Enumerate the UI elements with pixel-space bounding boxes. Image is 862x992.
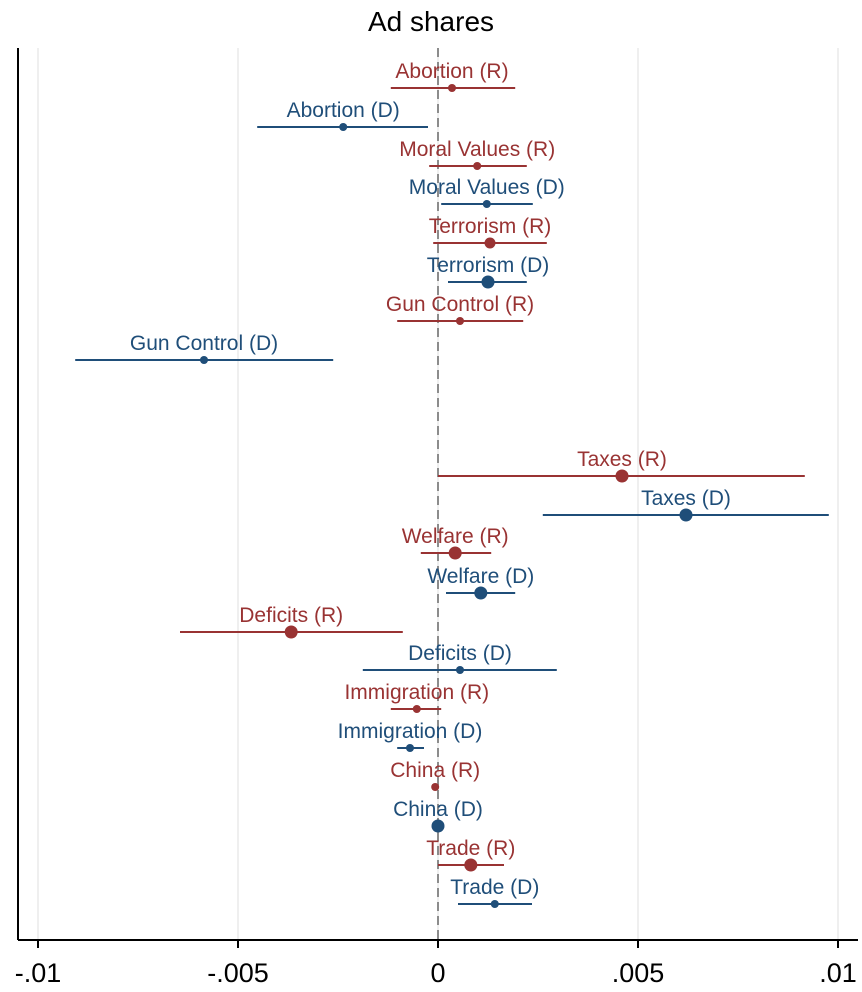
- point-label: Trade (R): [426, 837, 515, 860]
- point-label: Moral Values (R): [399, 138, 555, 161]
- point-marker: [464, 858, 478, 872]
- point-label: Immigration (D): [338, 720, 483, 743]
- chart-title: Ad shares: [367, 6, 495, 37]
- point-label: Terrorism (D): [427, 254, 549, 277]
- point-label: Terrorism (R): [429, 215, 551, 238]
- point-label: Trade (D): [450, 876, 539, 899]
- point-label: Deficits (D): [408, 642, 512, 665]
- point-marker: [615, 469, 629, 483]
- x-tick-label: .005: [612, 958, 665, 988]
- x-tick-label: -.01: [15, 958, 62, 988]
- point-label: Welfare (D): [427, 565, 534, 588]
- x-tick-label: .01: [819, 958, 857, 988]
- point-label: Deficits (R): [239, 604, 343, 627]
- point-marker: [484, 237, 496, 249]
- point-marker: [412, 705, 421, 713]
- x-tick-label: 0: [430, 958, 445, 988]
- point-marker: [490, 900, 499, 908]
- point-label: Abortion (D): [287, 99, 400, 122]
- point-label: China (D): [393, 798, 483, 821]
- point-marker: [339, 123, 348, 131]
- point-label: Gun Control (D): [130, 332, 278, 355]
- point-marker: [406, 744, 414, 752]
- x-tick-label: -.005: [207, 958, 269, 988]
- point-label: Gun Control (R): [386, 293, 534, 316]
- point-label: Moral Values (D): [409, 176, 565, 199]
- point-marker: [431, 819, 445, 833]
- point-marker: [482, 200, 491, 208]
- point-label: China (R): [390, 759, 480, 782]
- point-label: Abortion (R): [395, 60, 508, 83]
- point-marker: [448, 546, 462, 560]
- point-marker: [481, 275, 495, 289]
- point-label: Taxes (R): [577, 448, 667, 471]
- point-marker: [448, 84, 456, 92]
- point-marker: [456, 317, 464, 325]
- point-label: Welfare (R): [402, 525, 509, 548]
- point-marker: [473, 162, 482, 170]
- point-label: Immigration (R): [344, 681, 489, 704]
- point-marker: [679, 508, 693, 522]
- point-marker: [284, 625, 298, 639]
- point-marker: [200, 356, 208, 364]
- point-marker: [431, 783, 440, 791]
- point-marker: [474, 586, 488, 600]
- point-marker: [456, 666, 464, 674]
- point-label: Taxes (D): [641, 487, 731, 510]
